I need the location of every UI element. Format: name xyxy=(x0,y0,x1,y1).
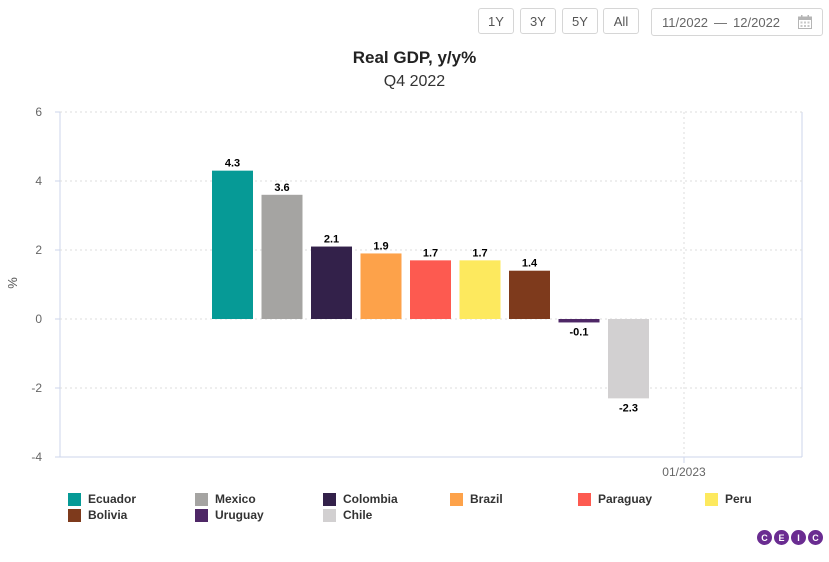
bar-colombia[interactable] xyxy=(311,246,352,319)
legend-item-bolivia[interactable]: Bolivia xyxy=(68,507,127,523)
legend-label: Brazil xyxy=(470,492,503,506)
data-label: 1.9 xyxy=(373,240,388,252)
y-tick-label: 6 xyxy=(35,105,42,119)
data-label: 1.7 xyxy=(472,247,487,259)
legend-swatch xyxy=(195,492,208,506)
legend-swatch xyxy=(68,492,81,506)
legend-item-ecuador[interactable]: Ecuador xyxy=(68,491,136,507)
data-label: 2.1 xyxy=(324,234,339,246)
y-tick-label: -2 xyxy=(31,381,42,395)
chart-title: Real GDP, y/y% xyxy=(352,48,477,67)
legend-item-brazil[interactable]: Brazil xyxy=(450,491,503,507)
ceic-logo: C E I C xyxy=(757,530,825,545)
date-from: 11/2022 xyxy=(662,14,709,30)
calendar-icon xyxy=(798,15,812,29)
data-label: -2.3 xyxy=(619,402,638,414)
data-label: 1.7 xyxy=(423,247,438,259)
bars xyxy=(212,170,649,399)
y-axis-label: % xyxy=(5,277,20,289)
legend-label: Bolivia xyxy=(88,508,128,522)
legend-label: Uruguay xyxy=(215,508,264,522)
legend-swatch xyxy=(450,492,463,506)
legend-swatch xyxy=(578,492,591,506)
range-all-button[interactable]: All xyxy=(603,8,639,34)
legend-label: Chile xyxy=(343,508,373,522)
range-1y-button[interactable]: 1Y xyxy=(478,8,514,34)
bar-paraguay[interactable] xyxy=(410,260,451,319)
logo-letter: C xyxy=(757,530,772,545)
legend-swatch xyxy=(68,508,81,522)
legend-swatch xyxy=(323,508,336,522)
legend-swatch xyxy=(705,492,718,506)
y-axis-ticks: 6 4 2 0 -2 -4 xyxy=(31,105,42,464)
y-tick-label: 2 xyxy=(35,243,42,257)
bar-mexico[interactable] xyxy=(261,194,303,319)
data-labels: 4.3 3.6 2.1 1.9 1.7 1.7 1.4 -0.1 -2.3 xyxy=(225,158,638,415)
bar-bolivia[interactable] xyxy=(509,270,550,319)
legend-label: Mexico xyxy=(215,492,256,506)
logo-letter: I xyxy=(791,530,806,545)
logo-letter: C xyxy=(808,530,823,545)
legend-item-uruguay[interactable]: Uruguay xyxy=(195,507,264,523)
legend-item-peru[interactable]: Peru xyxy=(705,491,752,507)
legend-swatch xyxy=(195,508,208,522)
y-tick-label: -4 xyxy=(31,450,42,464)
bar-chile[interactable] xyxy=(608,319,649,399)
x-tick-label: 01/2023 xyxy=(662,465,706,479)
legend-swatch xyxy=(323,492,336,506)
bar-uruguay[interactable] xyxy=(558,319,600,323)
legend-label: Paraguay xyxy=(598,492,653,506)
data-label: 4.3 xyxy=(225,158,240,170)
data-label: -0.1 xyxy=(570,326,589,338)
legend-item-paraguay[interactable]: Paraguay xyxy=(578,491,652,507)
y-tick-label: 0 xyxy=(35,312,42,326)
legend-item-chile[interactable]: Chile xyxy=(323,507,372,523)
bar-brazil[interactable] xyxy=(360,253,402,319)
chart-subtitle: Q4 2022 xyxy=(383,73,446,90)
date-to: 12/2022 xyxy=(733,14,781,30)
bar-peru[interactable] xyxy=(459,260,501,319)
legend-label: Ecuador xyxy=(88,492,137,506)
legend-item-colombia[interactable]: Colombia xyxy=(323,491,398,507)
y-tick-label: 4 xyxy=(35,174,42,188)
data-label: 1.4 xyxy=(522,258,538,270)
legend-item-mexico[interactable]: Mexico xyxy=(195,491,256,507)
logo-letter: E xyxy=(774,530,789,545)
legend-label: Colombia xyxy=(343,492,398,506)
date-separator: — xyxy=(714,14,728,30)
legend-label: Peru xyxy=(725,492,752,506)
range-5y-button[interactable]: 5Y xyxy=(562,8,598,34)
date-range-picker[interactable]: 11/2022 — 12/2022 xyxy=(651,8,823,36)
data-label: 3.6 xyxy=(274,182,289,194)
bar-ecuador[interactable] xyxy=(212,170,253,319)
range-3y-button[interactable]: 3Y xyxy=(520,8,556,34)
